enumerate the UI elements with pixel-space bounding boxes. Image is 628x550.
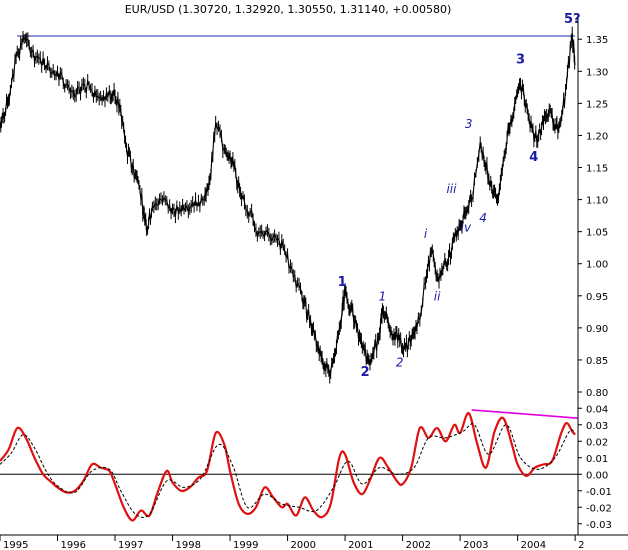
wave-label: 4 — [479, 211, 487, 225]
wave-label: ii — [434, 289, 441, 303]
oscillator-y-axis: -0.03 -0.02 -0.01 0.00 0.01 0.02 0.03 0.04 — [578, 404, 612, 531]
price-y-tick-label: 1.30 — [586, 67, 608, 78]
price-y-tick-label: 0.95 — [586, 292, 608, 303]
wave-label: 1 — [379, 289, 387, 303]
x-tick-label: 2000 — [291, 540, 316, 550]
osc-y-tick-label: 0.03 — [586, 421, 608, 432]
x-tick-label: 2 — [578, 540, 584, 550]
price-y-axis: 0.80 0.85 0.90 0.95 1.00 1.05 1.10 1.15 1.20 1.25… — [578, 35, 608, 399]
price-panel — [0, 26, 576, 384]
x-tick-label: 2001 — [348, 540, 373, 550]
price-y-tick-label: 1.25 — [586, 99, 608, 110]
x-tick-label: 1995 — [3, 540, 28, 550]
x-tick-label: 2002 — [406, 540, 431, 550]
oscillator-panel — [0, 409, 579, 522]
wave-label: iv — [461, 221, 472, 235]
price-y-tick-label: 0.90 — [586, 324, 608, 335]
price-y-tick-label: 0.80 — [586, 388, 608, 399]
osc-y-tick-label: 0.04 — [586, 404, 608, 415]
x-tick-label: 1996 — [61, 540, 86, 550]
x-axis: 1995 1996 1997 1998 1999 2000 2001 2002 2003 2004… — [0, 18, 628, 550]
osc-y-tick-label: -0.02 — [586, 503, 612, 514]
price-y-tick-label: 1.05 — [586, 228, 608, 239]
x-tick-label: 2003 — [463, 540, 488, 550]
wave-label: iii — [446, 182, 457, 196]
wave-label: 1 — [338, 275, 347, 290]
price-y-tick-label: 0.85 — [586, 356, 608, 367]
wave-label: 4 — [529, 150, 538, 165]
wave-label: 2 — [396, 355, 404, 369]
price-y-tick-label: 1.10 — [586, 196, 608, 207]
x-tick-label: 1997 — [118, 540, 143, 550]
price-y-tick-label: 1.20 — [586, 131, 608, 142]
osc-y-tick-label: -0.03 — [586, 520, 612, 531]
wave-label: 3 — [465, 117, 473, 131]
oscillator-signal-line — [0, 423, 576, 518]
x-tick-label: 1998 — [176, 540, 201, 550]
wave-label: 3 — [516, 53, 525, 68]
wave-label: i — [424, 227, 428, 241]
price-y-tick-label: 1.00 — [586, 260, 608, 271]
x-tick-label: 1999 — [233, 540, 258, 550]
wave-label: 2 — [361, 365, 370, 380]
osc-y-tick-label: -0.01 — [586, 487, 612, 498]
wave-label: 5? — [564, 12, 581, 27]
chart-title: EUR/USD (1.30720, 1.32920, 1.30550, 1.31… — [125, 3, 452, 16]
price-y-tick-label: 1.15 — [586, 164, 608, 175]
price-y-tick-label: 1.35 — [586, 35, 608, 46]
x-tick-label: 2004 — [521, 540, 546, 550]
osc-y-tick-label: 0.00 — [586, 470, 608, 481]
osc-y-tick-label: 0.02 — [586, 437, 608, 448]
price-bars — [0, 26, 576, 384]
osc-y-tick-label: 0.01 — [586, 454, 608, 465]
divergence-line — [471, 409, 579, 419]
